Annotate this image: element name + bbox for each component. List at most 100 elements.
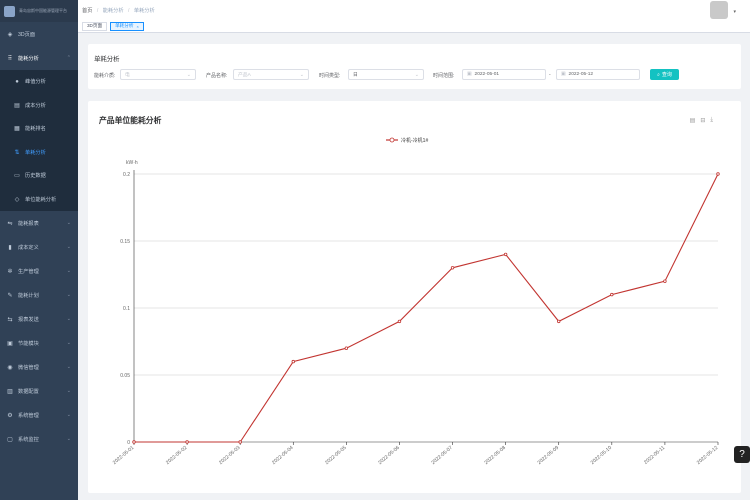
product-label: 产品名称:: [206, 73, 228, 79]
sidebar-item-wechat[interactable]: ◉ 微信管理 ⌄: [0, 355, 78, 379]
grid-icon: ⠿: [7, 55, 13, 62]
list-icon: ▦: [14, 126, 20, 133]
sidebar-item-cost-analysis[interactable]: ▤ 成本分析: [0, 93, 78, 117]
sidebar-item-label: 历史数据: [25, 173, 46, 180]
time-type-label: 时间类型:: [319, 73, 341, 79]
sidebar-item-system-monitor[interactable]: ▢ 系统监控 ⌄: [0, 427, 78, 451]
x-tick-label: 2022-05-06: [377, 445, 401, 466]
x-tick-label: 2022-05-05: [324, 445, 348, 466]
start-date-input[interactable]: ▣ 2022-05-01: [462, 69, 546, 80]
cube-icon: ◈: [7, 31, 13, 38]
chart-type-icon[interactable]: ⊟: [700, 118, 706, 124]
sidebar-item-energy-plan[interactable]: ✎ 能耗计划 ⌄: [0, 283, 78, 307]
sidebar-item-report-send[interactable]: ⇆ 报表发送 ⌄: [0, 307, 78, 331]
cost-icon: ▮: [8, 244, 12, 251]
app-logo[interactable]: 青岛宙斯中国能源管理平台: [0, 0, 78, 22]
x-tick-label: 2022-05-03: [218, 445, 242, 466]
sidebar-item-unit-energy-analysis[interactable]: ◇ 单位能耗分析: [0, 187, 78, 211]
chart-toolbox: ▤ ⊟ ⤓: [690, 117, 713, 124]
breadcrumb-home[interactable]: 首页: [82, 7, 93, 14]
sidebar-item-data-config[interactable]: ▥ 数据配置 ⌄: [0, 379, 78, 403]
sidebar-item-label: 数据配置: [18, 388, 39, 395]
data-point: [663, 279, 667, 283]
top-navbar: 首页 / 能耗分析 / 单耗分析 ▾: [78, 0, 750, 20]
energy-type-value: 电: [125, 73, 130, 78]
x-tick-label: 2022-05-11: [643, 445, 666, 466]
sidebar-item-label: 能耗报表: [18, 220, 39, 227]
energy-type-label: 能耗介质:: [94, 73, 116, 79]
chevron-down-icon: ⌄: [66, 388, 71, 394]
caret-down-icon[interactable]: ▾: [733, 9, 736, 15]
y-tick-label: 0.05: [120, 373, 130, 379]
gear-icon: ⚙: [7, 412, 13, 419]
sidebar-item-unit-consumption[interactable]: ⇅ 单耗分析: [0, 140, 78, 164]
range-separator: -: [549, 72, 551, 78]
data-point: [397, 319, 402, 324]
sidebar: 青岛宙斯中国能源管理平台 ◈ 3D页面 ⠿ 能耗分析 ⌃ ● 峰值分析 ▤ 成本…: [0, 0, 78, 500]
sidebar-item-label: 成本分析: [25, 102, 46, 109]
sidebar-item-label: 系统管理: [18, 412, 39, 419]
data-point: [132, 440, 136, 444]
chevron-down-icon: ⌄: [299, 71, 304, 78]
data-point: [291, 359, 295, 364]
avatar[interactable]: [710, 1, 728, 19]
y-axis-label: kW·h: [126, 160, 138, 166]
y-axis: 0 0.05 0.1 0.15 0.2: [120, 170, 135, 446]
database-icon: ▥: [7, 388, 13, 395]
x-tick-label: 2022-05-10: [590, 445, 614, 466]
tags-view: 3D页面 单耗分析 ×: [78, 20, 750, 33]
end-date-input[interactable]: ▣ 2022-05-12: [556, 69, 640, 80]
calendar-icon: ▣: [561, 72, 566, 77]
sidebar-item-peak-analysis[interactable]: ● 峰值分析: [0, 70, 78, 94]
breadcrumb-separator: /: [127, 7, 130, 14]
sidebar-item-label: 能耗计划: [18, 292, 39, 299]
chevron-down-icon: ⌄: [66, 316, 71, 322]
tag-unit-consumption[interactable]: 单耗分析 ×: [110, 21, 144, 31]
legend-label: 冷机-冷机1#: [401, 137, 428, 144]
close-icon[interactable]: ×: [136, 23, 139, 29]
sidebar-item-label: 系统监控: [18, 436, 39, 443]
search-icon: ⌕: [657, 71, 660, 78]
x-tick-label: 2022-05-07: [430, 445, 454, 466]
lock-icon: ▣: [7, 340, 13, 347]
time-type-select[interactable]: 日 ⌄: [348, 69, 424, 80]
sidebar-item-label: 单位能耗分析: [25, 196, 57, 203]
energy-type-select[interactable]: 电 ⌄: [120, 69, 196, 80]
sidebar-item-label: 3D页面: [18, 31, 36, 38]
query-button[interactable]: ⌕ 查询: [650, 69, 679, 80]
sidebar-item-energy-ranking[interactable]: ▦ 能耗排名: [0, 117, 78, 141]
sidebar-item-label: 节能模块: [18, 340, 39, 347]
x-axis: 2022-05-01 2022-05-02 2022-05-03 2022-05-04…: [112, 442, 719, 466]
chart-series: [132, 172, 720, 444]
sidebar-item-history-data[interactable]: ▭ 历史数据: [0, 164, 78, 188]
help-button[interactable]: ?: [734, 446, 750, 463]
monitor-icon: ▢: [7, 436, 13, 443]
plan-icon: ✎: [7, 292, 13, 299]
sidebar-item-label: 单耗分析: [25, 149, 46, 156]
sidebar-item-energy-analysis[interactable]: ⠿ 能耗分析 ⌃: [0, 46, 78, 70]
chart-grid: [134, 173, 718, 443]
chart-panel: 产品单位能耗分析 ▤ ⊟ ⤓ 0 0.05 0.1 0.15 0.2 2022-05-0…: [88, 101, 741, 493]
product-select[interactable]: 产品A ⌄: [233, 69, 309, 80]
x-tick-label: 2022-05-04: [271, 445, 295, 466]
sidebar-item-production[interactable]: ✲ 生产管理 ⌄: [0, 259, 78, 283]
sidebar-item-system-admin[interactable]: ⚙ 系统管理 ⌄: [0, 403, 78, 427]
wechat-icon: ◉: [7, 364, 13, 371]
chart-icon: ⇅: [14, 149, 20, 156]
help-icon: ?: [739, 449, 745, 460]
x-tick-label: 2022-05-09: [537, 445, 561, 466]
sidebar-item-energy-report[interactable]: ⇋ 能耗报表 ⌄: [0, 211, 78, 235]
data-view-icon[interactable]: ▤: [689, 118, 696, 124]
download-icon[interactable]: ⤓: [710, 117, 713, 123]
sidebar-item-3d[interactable]: ◈ 3D页面: [0, 22, 78, 46]
chevron-down-icon: ⌄: [66, 364, 71, 370]
sidebar-item-energy-saving[interactable]: ▣ 节能模块 ⌄: [0, 331, 78, 355]
tag-3d[interactable]: 3D页面: [82, 21, 108, 31]
series-line: [134, 173, 719, 443]
report-icon: ⇋: [7, 220, 13, 227]
sidebar-item-cost-definition[interactable]: ▮ 成本定义 ⌄: [0, 235, 78, 259]
logo-text: 青岛宙斯中国能源管理平台: [19, 8, 67, 13]
data-point: [557, 319, 561, 324]
sidebar-item-label: 报表发送: [18, 316, 39, 323]
panel-title: 单耗分析: [94, 56, 120, 63]
